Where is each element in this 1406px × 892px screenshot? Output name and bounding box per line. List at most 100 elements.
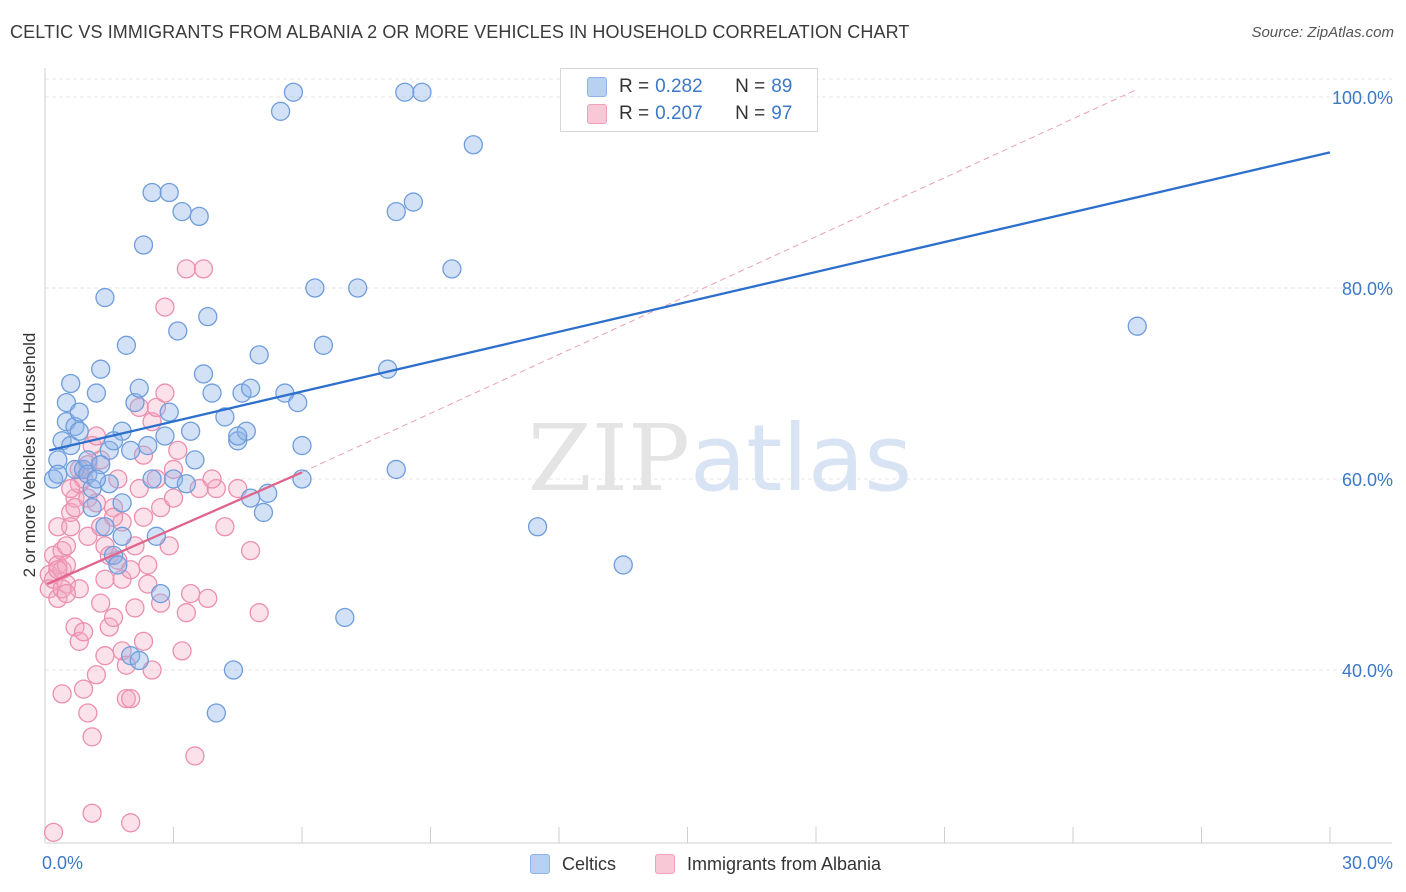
celtics-point — [386, 201, 406, 222]
series-celtics-points — [43, 82, 1147, 723]
reference-line — [301, 88, 1138, 473]
celtics-point — [249, 345, 269, 365]
albania-point — [202, 469, 222, 489]
albania-point — [163, 488, 184, 508]
x-tick-labels: 0.0% 30.0% — [42, 853, 1393, 873]
celtics-point — [48, 450, 68, 470]
x-tick-label-max: 30.0% — [1342, 853, 1393, 873]
celtics-point — [56, 392, 77, 413]
albania-point — [91, 517, 111, 537]
celtics-point — [395, 82, 415, 102]
legend-swatch-albania — [655, 854, 675, 874]
y-axis-title: 2 or more Vehicles in Household — [20, 332, 39, 578]
albania-point — [142, 660, 162, 680]
celtics-point — [313, 335, 334, 355]
axes — [44, 68, 1392, 844]
legend-swatch-albania — [587, 104, 607, 124]
albania-point — [176, 603, 197, 623]
celtics-point — [129, 650, 149, 671]
celtics-point — [91, 455, 111, 475]
celtics-point — [138, 435, 158, 456]
celtics-point — [185, 450, 205, 470]
celtics-point — [112, 526, 132, 546]
celtics-point — [69, 421, 89, 441]
series-albania-points — [39, 259, 269, 842]
albania-point — [73, 622, 94, 642]
albania-point — [176, 259, 197, 279]
trend-lines — [46, 151, 1331, 586]
celtics-point — [253, 502, 274, 523]
r-label: R = — [619, 76, 650, 97]
albania-point — [121, 689, 141, 709]
celtics-point — [228, 426, 248, 446]
albania-point — [86, 665, 107, 685]
gridlines — [45, 78, 1392, 671]
albania-point — [155, 297, 175, 317]
watermark-zip: ZIP — [528, 405, 690, 512]
celtics-point — [180, 421, 201, 441]
celtics-point — [129, 378, 149, 398]
celtics-point — [270, 101, 291, 121]
albania-point — [69, 631, 89, 651]
y-tick-label: 100.0% — [1332, 88, 1393, 108]
celtics-point — [91, 359, 111, 379]
albania-point — [52, 684, 72, 704]
albania-point — [146, 469, 167, 489]
albania-point — [78, 703, 98, 723]
albania-point — [91, 593, 111, 613]
celtics-point — [69, 402, 89, 422]
albania-trend-line — [46, 471, 303, 586]
albania-point — [228, 478, 248, 499]
celtics-point — [86, 469, 107, 489]
albania-point — [125, 598, 145, 618]
celtics-point — [82, 497, 102, 518]
celtics-point — [95, 517, 115, 537]
celtics-point — [112, 493, 132, 513]
reference-dashed-line — [301, 88, 1138, 473]
x-tick-label-min: 0.0% — [42, 853, 83, 873]
albania-point — [95, 569, 115, 589]
albania-point — [155, 383, 175, 403]
albania-point — [133, 631, 154, 651]
stats-legend-row-celtics: R = 0.282 N = 89 — [587, 75, 792, 99]
celtics-point — [159, 182, 179, 203]
bottom-legend-albania: Immigrants from Albania — [655, 852, 881, 876]
albania-point — [185, 746, 205, 766]
celtics-point — [155, 426, 175, 446]
n-value-albania: 97 — [771, 103, 793, 124]
celtics-point — [215, 407, 235, 427]
celtics-point — [172, 201, 192, 222]
celtics-point — [206, 703, 226, 723]
celtics-point — [159, 402, 179, 422]
albania-point — [240, 540, 261, 561]
stats-legend-row-albania: R = 0.207 N = 97 — [587, 102, 792, 126]
r-value-celtics: 0.282 — [655, 76, 703, 97]
celtics-point — [99, 440, 119, 461]
albania-point — [138, 555, 158, 575]
y-tick-label: 80.0% — [1342, 279, 1393, 299]
albania-point — [133, 507, 154, 527]
n-value-celtics: 89 — [771, 76, 793, 97]
albania-point — [168, 440, 188, 461]
celtics-point — [95, 287, 115, 308]
albania-point — [249, 603, 269, 623]
celtics-point — [168, 321, 188, 341]
albania-point — [95, 646, 115, 666]
celtics-point — [116, 335, 137, 355]
legend-label-celtics: Celtics — [562, 853, 617, 874]
celtics-point — [142, 182, 162, 203]
albania-point — [116, 689, 137, 709]
r-value-albania: 0.207 — [655, 103, 703, 124]
celtics-point — [189, 206, 209, 227]
albania-point — [78, 526, 98, 546]
celtics-point — [133, 235, 154, 255]
albania-point — [61, 517, 81, 537]
celtics-point — [305, 278, 325, 298]
albania-point — [180, 583, 201, 604]
albania-point — [103, 607, 124, 628]
celtics-point — [86, 383, 107, 403]
albania-point — [172, 641, 192, 661]
celtics-point — [335, 607, 355, 628]
albania-point — [138, 574, 158, 594]
